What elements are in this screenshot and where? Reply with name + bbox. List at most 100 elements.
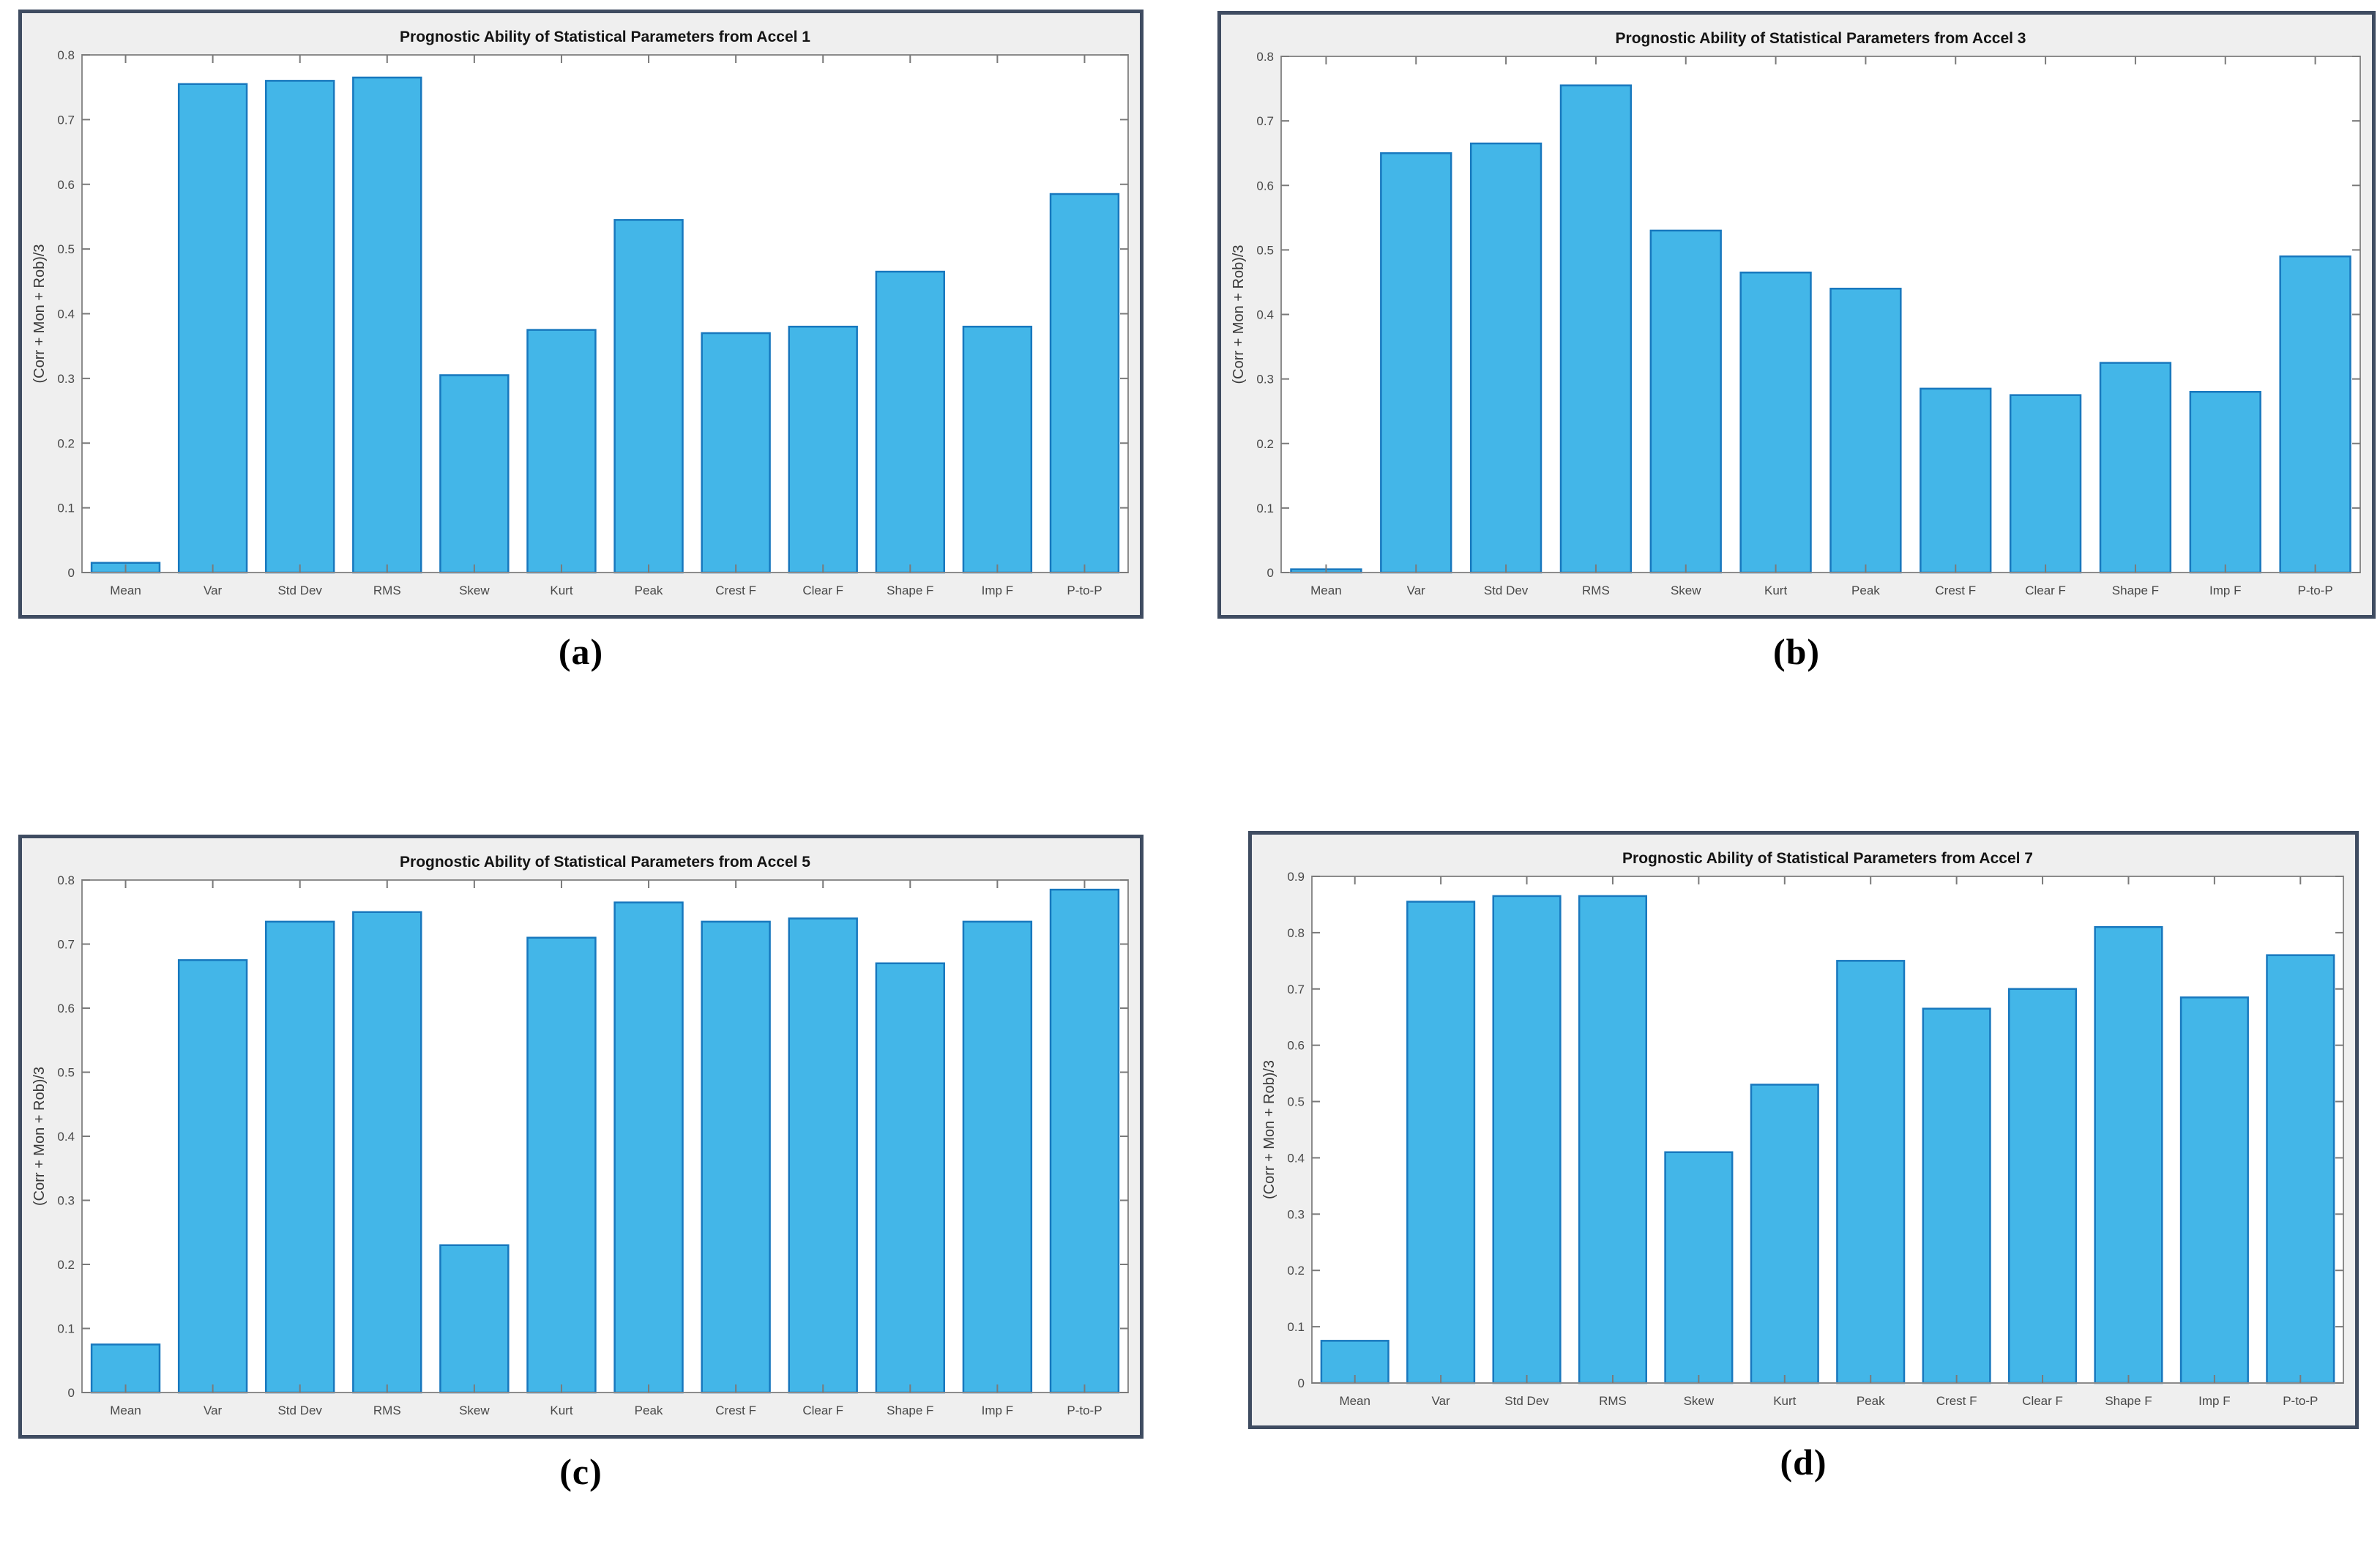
chart-title: Prognostic Ability of Statistical Parame… [1616, 30, 2026, 47]
bar-clear-f [788, 325, 858, 574]
x-tick-label-mean: Mean [1339, 1394, 1370, 1408]
plot-area [1312, 876, 2343, 1383]
bar-mean [90, 1343, 161, 1394]
y-tick-label-0.2: 0.2 [57, 436, 75, 450]
x-tick-label-std-dev: Std Dev [1484, 584, 1529, 597]
x-tick-label-imp-f: Imp F [982, 584, 1013, 597]
bar-imp-f [962, 325, 1033, 574]
bar-shape-f [2094, 925, 2163, 1384]
x-tick-label-rms: RMS [373, 584, 401, 597]
x-tick-label-mean: Mean [1310, 584, 1342, 597]
chart-panel-accel-3: Mean Var Std Dev RMS Skew Kurt Peak Crest F Clea… [1217, 11, 2376, 619]
bar-skew [1649, 229, 1722, 574]
x-tick-label-rms: RMS [1582, 584, 1610, 597]
x-tick-label-crest-f: Crest F [1936, 1394, 1977, 1408]
bar-var [1406, 901, 1476, 1384]
bar-std-dev [265, 80, 335, 574]
bar-clear-f [788, 917, 858, 1394]
y-tick-label-0.3: 0.3 [57, 372, 75, 386]
x-tick-label-peak: Peak [1857, 1394, 1885, 1408]
x-tick-label-imp-f: Imp F [2198, 1394, 2230, 1408]
bar-std-dev [265, 920, 335, 1394]
y-tick-label-0: 0 [68, 1386, 75, 1400]
y-tick-label-0.2: 0.2 [1256, 437, 1274, 451]
y-tick-label-0.2: 0.2 [57, 1258, 75, 1272]
y-axis-label: (Corr + Mon + Rob)/3 [1231, 245, 1247, 384]
bar-chart-accel-1: Mean Var Std Dev RMS Skew Kurt Peak Crest F Clea… [22, 13, 1140, 615]
bar-kurt [526, 329, 597, 574]
y-tick-label-0: 0 [1267, 566, 1274, 580]
bar-p-to-p [2279, 255, 2351, 574]
x-tick-label-peak: Peak [635, 1404, 663, 1417]
x-tick-label-std-dev: Std Dev [277, 584, 322, 597]
x-tick-label-kurt: Kurt [550, 584, 572, 597]
plot-area [82, 880, 1128, 1393]
x-tick-label-var: Var [204, 584, 223, 597]
y-tick-label-0.6: 0.6 [1256, 179, 1274, 193]
chart-panel-accel-1: Mean Var Std Dev RMS Skew Kurt Peak Crest F Clea… [18, 10, 1144, 619]
bar-rms [352, 911, 422, 1394]
bar-crest-f [701, 332, 771, 574]
bar-crest-f [701, 920, 771, 1394]
y-tick-label-0.8: 0.8 [1287, 926, 1305, 940]
bar-var [177, 959, 248, 1394]
bar-clear-f [2007, 988, 2078, 1384]
x-tick-label-imp-f: Imp F [2209, 584, 2241, 597]
bar-crest-f [1922, 1007, 1991, 1384]
bar-peak [1836, 960, 1906, 1384]
y-tick-label-0.2: 0.2 [1287, 1264, 1305, 1278]
y-tick-label-0.4: 0.4 [1256, 308, 1274, 322]
y-tick-label-0.5: 0.5 [1256, 243, 1274, 257]
y-tick-label-0.7: 0.7 [57, 113, 75, 127]
bar-p-to-p [1049, 193, 1120, 574]
y-tick-label-0.4: 0.4 [1287, 1151, 1305, 1165]
y-tick-label-0.8: 0.8 [1256, 50, 1274, 64]
x-tick-label-std-dev: Std Dev [277, 1404, 322, 1417]
bar-rms [1559, 84, 1633, 574]
x-tick-label-crest-f: Crest F [1935, 584, 1976, 597]
x-tick-label-clear-f: Clear F [2022, 1394, 2063, 1408]
y-tick-label-0.6: 0.6 [57, 1002, 75, 1015]
axis-frame [1311, 876, 2344, 1384]
x-tick-label-p-to-p: P-to-P [2283, 1394, 2318, 1408]
bar-clear-f [2009, 394, 2082, 574]
x-tick-label-rms: RMS [373, 1404, 401, 1417]
y-tick-label-0: 0 [1298, 1376, 1305, 1390]
x-tick-label-mean: Mean [110, 584, 141, 597]
chart-panel-accel-5: Mean Var Std Dev RMS Skew Kurt Peak Crest F Clea… [18, 835, 1144, 1439]
x-tick-label-var: Var [204, 1404, 223, 1417]
y-tick-label-0.9: 0.9 [1287, 870, 1305, 884]
bar-rms [352, 76, 422, 574]
y-tick-label-0.3: 0.3 [1256, 373, 1274, 387]
x-tick-label-p-to-p: P-to-P [1067, 584, 1102, 597]
x-tick-label-std-dev: Std Dev [1504, 1394, 1549, 1408]
bar-shape-f [875, 962, 945, 1394]
chart-title: Prognostic Ability of Statistical Parame… [1622, 850, 2033, 867]
bar-shape-f [2099, 362, 2172, 574]
bar-kurt [526, 936, 597, 1394]
chart-title: Prognostic Ability of Statistical Parame… [400, 29, 810, 45]
x-tick-label-skew: Skew [459, 584, 490, 597]
plot-area [82, 55, 1128, 573]
bar-peak [1829, 288, 1902, 574]
bar-std-dev [1469, 142, 1542, 574]
y-tick-label-0: 0 [68, 566, 75, 580]
bar-crest-f [1920, 387, 1992, 574]
bar-p-to-p [1049, 888, 1120, 1394]
bar-chart-accel-5: Mean Var Std Dev RMS Skew Kurt Peak Crest F Clea… [22, 838, 1140, 1435]
chart-panel-accel-7: Mean Var Std Dev RMS Skew Kurt Peak Crest F Clea… [1248, 831, 2359, 1429]
y-tick-label-0.4: 0.4 [57, 307, 75, 321]
y-tick-label-0.6: 0.6 [57, 178, 75, 192]
x-tick-label-skew: Skew [1684, 1394, 1715, 1408]
y-tick-label-0.5: 0.5 [57, 242, 75, 256]
x-tick-label-crest-f: Crest F [715, 1404, 756, 1417]
bar-var [177, 83, 248, 574]
x-tick-label-peak: Peak [635, 584, 663, 597]
figure-block-b: Mean Var Std Dev RMS Skew Kurt Peak Crest F Clea… [1217, 11, 2376, 673]
caption-b: (b) [1772, 631, 1821, 672]
y-tick-label-0.8: 0.8 [57, 48, 75, 62]
x-tick-label-imp-f: Imp F [982, 1404, 1013, 1417]
bar-kurt [1750, 1084, 1819, 1384]
y-tick-label-0.5: 0.5 [57, 1066, 75, 1080]
x-tick-label-p-to-p: P-to-P [2297, 584, 2332, 597]
